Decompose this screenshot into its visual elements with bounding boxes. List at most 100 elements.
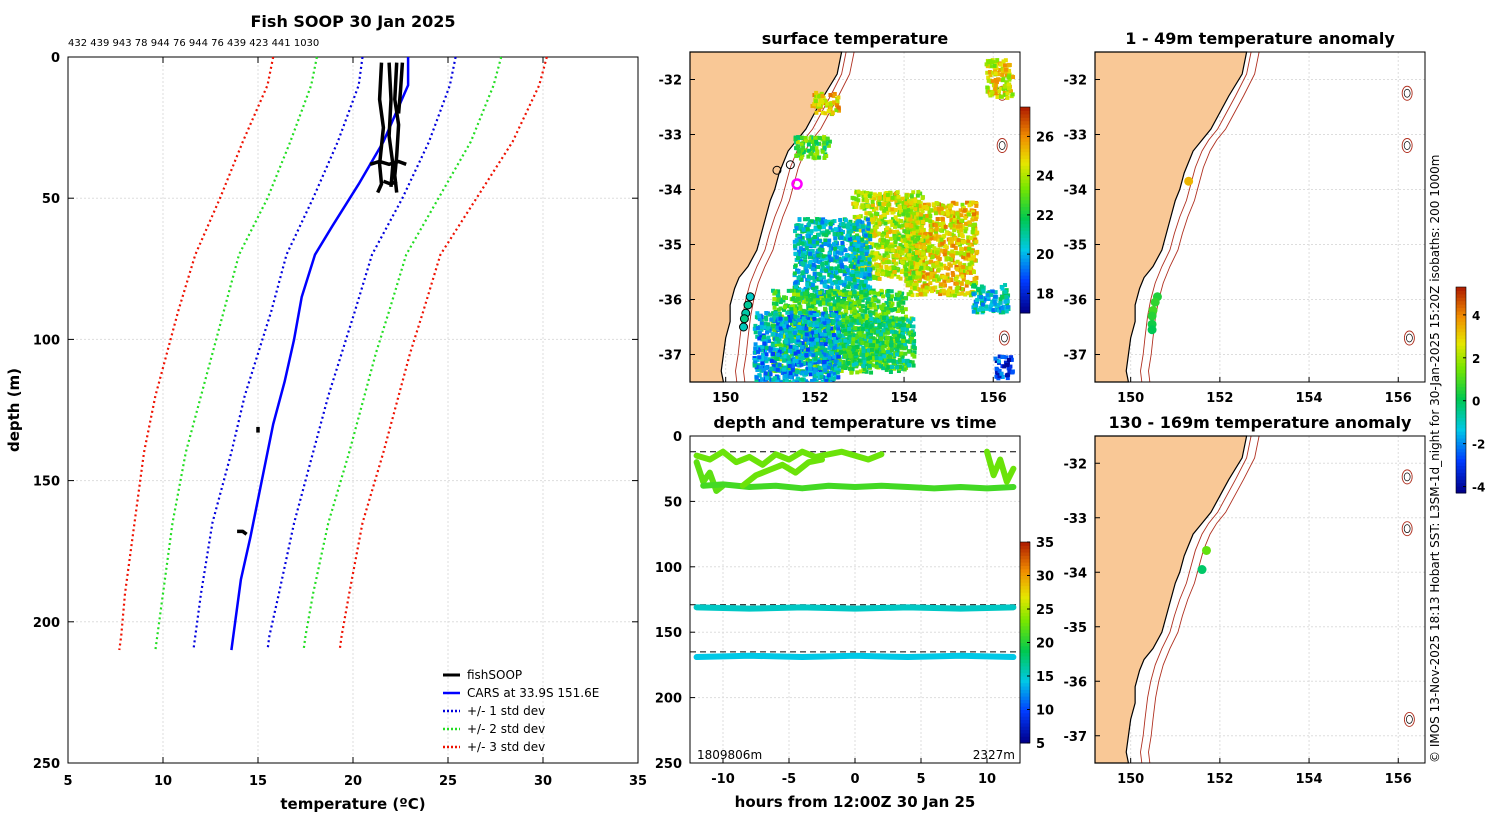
sst-pixel — [816, 318, 821, 323]
sst-pixel — [870, 242, 875, 247]
sst-pixel — [905, 358, 910, 363]
sst-pixel — [844, 326, 849, 331]
sst-pixel — [868, 285, 873, 290]
sst-pixel — [902, 198, 907, 203]
sst-pixel — [989, 292, 994, 297]
sst-pixel — [843, 257, 848, 262]
sst-pixel — [816, 300, 821, 305]
sst-pixel — [827, 355, 832, 360]
sst-pixel — [834, 266, 839, 271]
sst-pixel — [804, 329, 809, 334]
sst-pixel — [882, 213, 887, 218]
sst-pixel — [993, 297, 998, 302]
sst-pixel — [940, 224, 945, 229]
sst-pixel — [908, 337, 913, 342]
sst-pixel — [847, 254, 852, 259]
sst-pixel — [997, 354, 1002, 359]
sst-pixel — [1007, 77, 1012, 82]
sst-pixel — [849, 322, 854, 327]
sst-pixel — [999, 371, 1004, 376]
sst-pixel — [973, 227, 978, 232]
sst-pixel — [819, 268, 824, 273]
sst-pixel — [911, 344, 916, 349]
sst-pixel — [916, 271, 921, 276]
sst-pixel — [862, 295, 867, 300]
sst-pixel — [964, 256, 969, 261]
sst-pixel — [805, 310, 810, 315]
sst-pixel — [797, 342, 802, 347]
sst-pixel — [965, 200, 970, 205]
sst-pixel — [804, 245, 809, 250]
sst-pixel — [798, 151, 803, 156]
sst-pixel — [891, 359, 896, 364]
sst-pixel — [835, 259, 840, 264]
sst-pixel — [947, 209, 952, 214]
sst-pixel — [777, 349, 782, 354]
sst-pixel — [918, 259, 923, 264]
sst-pixel — [914, 282, 919, 287]
sst-pixel — [766, 322, 771, 327]
sst-pixel — [779, 334, 784, 339]
sst-pixel — [788, 375, 793, 380]
sst-pixel — [902, 361, 907, 366]
sst-pixel — [784, 378, 789, 382]
fishsoop-trace-5 — [382, 179, 398, 186]
sst-pixel — [967, 246, 972, 251]
sst-pixel — [835, 336, 840, 341]
sst-pixel — [878, 349, 883, 354]
sst-pixel — [858, 305, 863, 310]
sst-pixel — [961, 277, 966, 282]
sst-pixel — [966, 235, 971, 240]
sst-pixel — [810, 346, 815, 351]
sst-pixel — [924, 217, 929, 222]
sst-pixel — [802, 361, 807, 366]
sst-pixel — [836, 326, 841, 331]
sst-pixel — [819, 218, 824, 223]
sst-pixel — [928, 219, 933, 224]
sst-pixel — [794, 226, 799, 231]
sst-pixel — [886, 260, 891, 265]
sst-pixel — [773, 324, 778, 329]
sst-pixel — [792, 244, 797, 249]
sst-pixel — [820, 99, 825, 104]
sst-pixel — [869, 370, 874, 375]
sst-pixel — [990, 90, 995, 95]
sst-pixel — [850, 262, 855, 267]
sst-pixel — [772, 297, 777, 302]
sst-pixel — [905, 323, 910, 328]
sst-pixel — [829, 266, 834, 271]
sst-pixel — [968, 293, 973, 298]
sst-pixel — [903, 208, 908, 213]
sst-pixel — [995, 374, 1000, 379]
sst-pixel — [864, 197, 869, 202]
sst-pixel — [811, 146, 816, 151]
sst-pixel — [871, 327, 876, 332]
sst-pixel — [858, 308, 863, 313]
sst-pixel — [948, 237, 953, 242]
sst-pixel — [873, 347, 878, 352]
sst-pixel — [823, 328, 828, 333]
sst-pixel — [753, 323, 758, 328]
sst-pixel — [837, 256, 842, 261]
sst-pixel — [889, 326, 894, 331]
sst-pixel — [825, 338, 830, 343]
sst-pixel — [880, 340, 885, 345]
sst-pixel — [800, 356, 805, 361]
sst-pixel — [771, 367, 776, 372]
sst-pixel — [1005, 305, 1010, 310]
sst-pixel — [922, 283, 927, 288]
sst-pixel — [860, 340, 865, 345]
sst-pixel — [861, 352, 866, 357]
sst-pixel — [826, 109, 831, 114]
sst-pixel — [934, 201, 939, 206]
sst-pixel — [812, 152, 817, 157]
sst-pixel — [846, 221, 851, 226]
sst-pixel — [865, 257, 870, 262]
sst-pixel — [869, 228, 874, 233]
sst-pixel — [780, 355, 785, 360]
sst-pixel — [937, 234, 942, 239]
sst-pixel — [833, 361, 838, 366]
sst-pixel — [819, 341, 824, 346]
sst-pixel — [884, 316, 889, 321]
sst-pixel — [849, 370, 854, 375]
